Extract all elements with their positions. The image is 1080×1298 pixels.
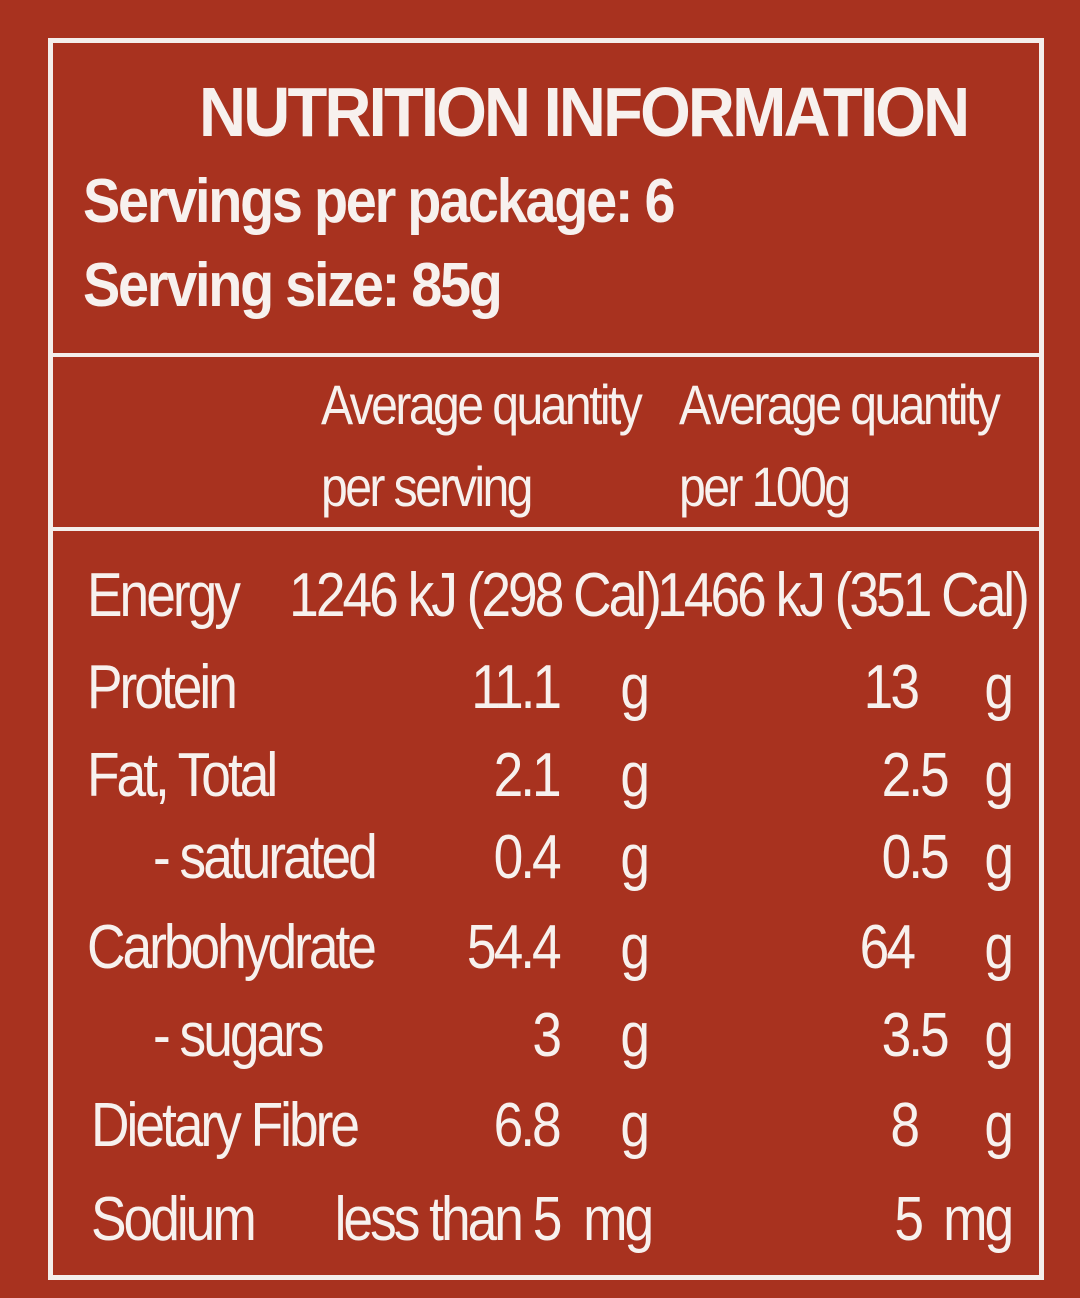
sodium-per-serving-unit: mg: [582, 1185, 654, 1254]
energy-per-100g: 1466 kJ (351 Cal): [657, 561, 1030, 630]
per-serving-heading-line1: Average quantity: [321, 373, 643, 436]
nutrient-label-dietary-fibre: Dietary Fibre: [91, 1091, 360, 1160]
sugars-per-100g-value: 3.5: [881, 1001, 950, 1070]
sodium-per-serving-value: less than 5: [334, 1185, 562, 1254]
sugars-per-serving-value: 3: [532, 1001, 562, 1070]
protein-per-serving-unit: g: [620, 653, 650, 722]
dietary-fibre-per-100g-unit: g: [984, 1091, 1014, 1160]
per-100g-heading-line1: Average quantity: [679, 373, 1001, 436]
servings-per-package: Servings per package: 6: [83, 167, 676, 236]
dietary-fibre-per-100g-value: 8: [890, 1091, 920, 1160]
fat-total-per-serving-value: 2.1: [493, 741, 562, 810]
carbohydrate-per-serving-unit: g: [620, 913, 650, 982]
nutrition-panel: NUTRITION INFORMATION Servings per packa…: [48, 38, 1044, 1280]
sodium-per-100g-unit: mg: [942, 1185, 1014, 1254]
protein-per-100g-unit: g: [984, 653, 1014, 722]
nutrient-label-energy: Energy: [87, 561, 241, 630]
saturated-per-serving-unit: g: [620, 823, 650, 892]
column-heading-divider: [53, 527, 1039, 531]
dietary-fibre-per-serving-value: 6.8: [493, 1091, 562, 1160]
per-100g-heading-line2: per 100g: [679, 455, 851, 518]
nutrient-label-saturated: - saturated: [153, 823, 378, 892]
fat-total-per-100g-value: 2.5: [881, 741, 950, 810]
sugars-per-serving-unit: g: [620, 1001, 650, 1070]
fat-total-per-serving-unit: g: [620, 741, 650, 810]
nutrient-label-sodium: Sodium: [91, 1185, 257, 1254]
nutrient-label-carbohydrate: Carbohydrate: [87, 913, 377, 982]
carbohydrate-per-serving-value: 54.4: [467, 913, 562, 982]
panel-title: NUTRITION INFORMATION: [199, 73, 970, 151]
carbohydrate-per-100g-unit: g: [984, 913, 1014, 982]
fat-total-per-100g-unit: g: [984, 741, 1014, 810]
dietary-fibre-per-serving-unit: g: [620, 1091, 650, 1160]
nutrient-label-sugars: - sugars: [153, 1001, 325, 1070]
serving-size: Serving size: 85g: [83, 251, 503, 320]
protein-per-100g-value: 13: [863, 653, 920, 722]
nutrient-label-fat-total: Fat, Total: [87, 741, 278, 810]
per-serving-heading-line2: per serving: [321, 455, 533, 518]
saturated-per-serving-value: 0.4: [493, 823, 562, 892]
sodium-per-100g-value: 5: [894, 1185, 924, 1254]
nutrient-label-protein: Protein: [87, 653, 238, 722]
saturated-per-100g-value: 0.5: [881, 823, 950, 892]
carbohydrate-per-100g-value: 64: [859, 913, 916, 982]
header-divider: [53, 353, 1039, 357]
energy-per-serving: 1246 kJ (298 Cal): [289, 561, 662, 630]
sugars-per-100g-unit: g: [984, 1001, 1014, 1070]
saturated-per-100g-unit: g: [984, 823, 1014, 892]
protein-per-serving-value: 11.1: [471, 653, 562, 722]
